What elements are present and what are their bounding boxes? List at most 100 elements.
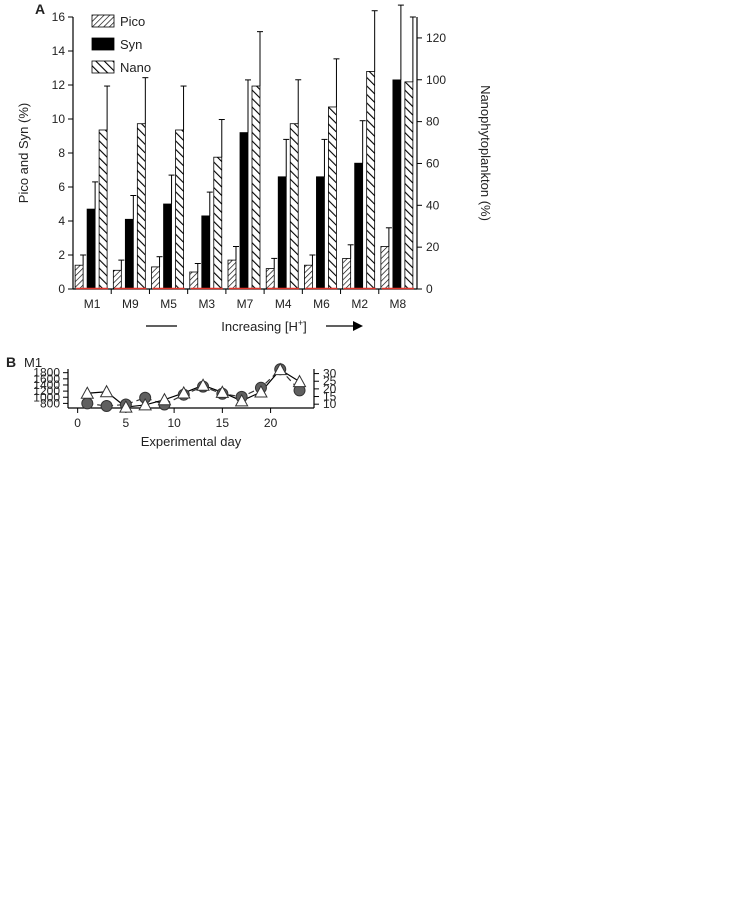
y-tick-label-right: 60 [426, 156, 440, 170]
category-label: M9 [122, 297, 139, 311]
x-tick-label: 20 [264, 416, 278, 430]
y-tick-label-left: 1400 [33, 378, 60, 392]
bar-syn [124, 218, 134, 290]
legend-label-syn: Syn [120, 37, 142, 52]
dmspp-point [81, 397, 94, 410]
bar-pico [342, 257, 352, 290]
y-tick-label-left: 12 [52, 78, 66, 92]
nanoplankton-point [234, 393, 249, 407]
y-tick-label-left: 6 [58, 180, 65, 194]
nanoplankton-point [157, 392, 172, 406]
nanoplankton-point [215, 385, 230, 398]
nanoplankton-point [138, 397, 153, 411]
category-label: M8 [390, 297, 407, 311]
y-tick-label-left: 2 [58, 248, 65, 262]
bar-nano [366, 71, 376, 290]
x-tick-label: 15 [216, 416, 230, 430]
bar-nano [213, 156, 223, 290]
arrow-head [353, 321, 363, 331]
bar-syn [392, 79, 402, 290]
y-tick-label-left: 16 [52, 10, 66, 24]
y-tick-label-right: 30 [323, 367, 337, 381]
category-label: M1 [84, 297, 101, 311]
x-axis-label: Experimental day [141, 434, 242, 449]
y-tick-label-left: 1000 [33, 390, 60, 404]
bar-nano [251, 85, 261, 290]
y-tick-label-right: 25 [323, 374, 337, 388]
label-text: ] [303, 319, 307, 334]
y-tick-label-left: 14 [52, 44, 66, 58]
category-label: M5 [160, 297, 177, 311]
panel-label-b: B [6, 354, 16, 370]
y-tick-label-left: 1800 [33, 366, 60, 380]
bar-nano [98, 129, 108, 290]
nanoplankton-point [273, 362, 288, 376]
legend-swatch-pico [91, 14, 115, 28]
nanoplankton-line [87, 368, 300, 408]
y-tick-label-right: 120 [426, 31, 446, 45]
panel-title-b: M1 [24, 355, 42, 370]
bar-syn [354, 162, 364, 290]
legend-label-nano: Nano [120, 60, 151, 75]
category-label: M6 [313, 297, 330, 311]
x-tick-label: 5 [123, 416, 130, 430]
nanoplankton-point [254, 384, 268, 398]
y-tick-label-right: 80 [426, 115, 440, 129]
legend-label-pico: Pico [120, 14, 145, 29]
bar-nano [289, 123, 299, 290]
bar-nano [175, 129, 184, 290]
y-tick-label-right: 0 [426, 282, 433, 296]
bar-pico [151, 266, 160, 290]
bar-syn [86, 208, 96, 290]
bar-syn [239, 132, 249, 290]
category-label: M7 [237, 297, 254, 311]
y-tick-label-right: 20 [426, 240, 440, 254]
y-tick-label-left: 10 [52, 112, 66, 126]
y-axis-label-right: Nanophytoplankton (%) [478, 85, 493, 221]
nanoplankton-point [99, 384, 114, 398]
y-tick-label-left: 8 [58, 146, 65, 160]
bar-pico [265, 268, 275, 290]
y-tick-label-right: 15 [323, 390, 337, 404]
y-tick-label-left: 800 [40, 396, 60, 410]
bar-pico [227, 259, 237, 290]
label-text: Increasing [H [221, 319, 298, 334]
category-label: M2 [351, 297, 368, 311]
panel-label-a: A [35, 1, 45, 17]
y-tick-label-right: 20 [323, 382, 337, 396]
bar-nano [136, 123, 146, 290]
bar-syn [201, 215, 211, 290]
bar-pico [74, 264, 84, 290]
superscript: + [298, 318, 303, 328]
nanoplankton-point [176, 385, 191, 399]
y-tick-label-right: 40 [426, 198, 440, 212]
y-tick-label-left: 1600 [33, 372, 60, 386]
x-tick-label: 0 [74, 416, 81, 430]
bar-nano [404, 81, 414, 290]
nanoplankton-point [292, 374, 307, 388]
y-tick-label-right: 10 [323, 397, 337, 411]
bar-pico [189, 271, 199, 290]
x-tick-label: 10 [167, 416, 181, 430]
bar-pico [380, 246, 390, 290]
bar-syn [163, 203, 172, 290]
bar-nano [328, 106, 337, 290]
bar-syn [277, 176, 287, 290]
y-tick-label-right: 100 [426, 73, 446, 87]
y-axis-label-left: Pico and Syn (%) [16, 103, 31, 203]
bar-pico [304, 264, 313, 290]
y-tick-label-left: 4 [58, 214, 65, 228]
bar-pico [112, 269, 122, 290]
y-tick-label-left: 1200 [33, 384, 60, 398]
nanoplankton-point [119, 400, 133, 413]
nanoplankton-point [80, 386, 95, 399]
legend-swatch-nano [91, 60, 115, 74]
category-label: M4 [275, 297, 292, 311]
dmspp-point [100, 400, 113, 413]
x-axis-label: Increasing [H+] [221, 318, 306, 334]
dmspp-line [87, 368, 300, 407]
nanoplankton-point [196, 378, 210, 391]
legend-swatch-syn [91, 37, 115, 51]
category-label: M3 [198, 297, 215, 311]
